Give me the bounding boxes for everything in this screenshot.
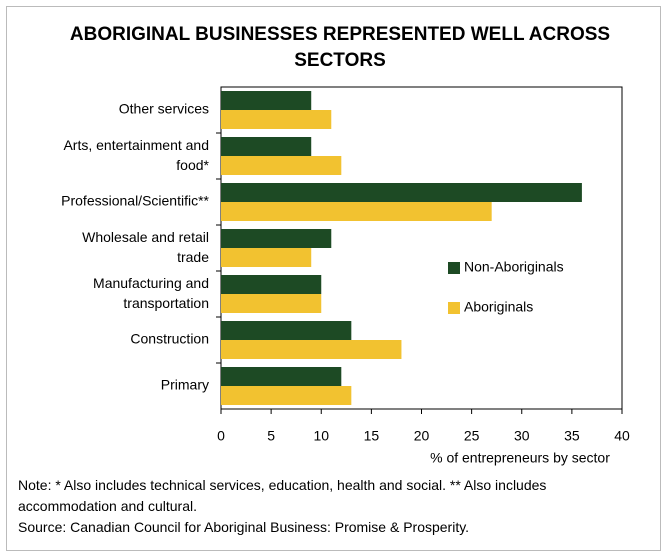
bar	[221, 294, 322, 313]
bar	[221, 183, 582, 202]
bar	[221, 340, 402, 359]
frame	[6, 6, 661, 551]
x-tick-label: 40	[614, 428, 630, 444]
y-tick-label: Manufacturing and transportation	[93, 275, 209, 311]
legend-swatch	[448, 262, 460, 274]
bar	[221, 156, 342, 175]
y-tick-label: Other services	[119, 101, 209, 117]
bar	[221, 110, 332, 129]
y-tick-label: Arts, entertainment and food*	[63, 137, 209, 173]
bar	[221, 321, 352, 340]
bar	[221, 275, 322, 294]
bar	[221, 137, 312, 156]
note: Note: * Also includes technical services…	[18, 477, 547, 514]
legend-label: Non-Aboriginals	[464, 259, 564, 275]
chart-title: ABORIGINAL BUSINESSES REPRESENTED WELL A…	[69, 24, 611, 71]
x-tick-label: 0	[217, 428, 225, 444]
legend-label: Aboriginals	[464, 299, 533, 315]
y-tick-label: Construction	[130, 331, 209, 347]
x-tick-label: 10	[313, 428, 329, 444]
y-tick-label: Wholesale and retail trade	[82, 229, 209, 265]
x-tick-label: 25	[464, 428, 480, 444]
y-tick-label: Professional/Scientific**	[61, 193, 209, 209]
bar	[221, 248, 312, 267]
legend-swatch	[448, 302, 460, 314]
bar	[221, 91, 312, 110]
bar	[221, 229, 332, 248]
bar	[221, 386, 352, 405]
y-tick-label: Primary	[161, 377, 209, 393]
x-axis-label: % of entrepreneurs by sector	[430, 450, 610, 466]
source: Source: Canadian Council for Aboriginal …	[18, 519, 470, 535]
x-tick-label: 30	[514, 428, 530, 444]
x-tick-label: 5	[267, 428, 275, 444]
x-tick-label: 15	[364, 428, 380, 444]
x-tick-label: 20	[414, 428, 430, 444]
x-tick-label: 35	[564, 428, 580, 444]
bar	[221, 202, 492, 221]
bar	[221, 367, 342, 386]
